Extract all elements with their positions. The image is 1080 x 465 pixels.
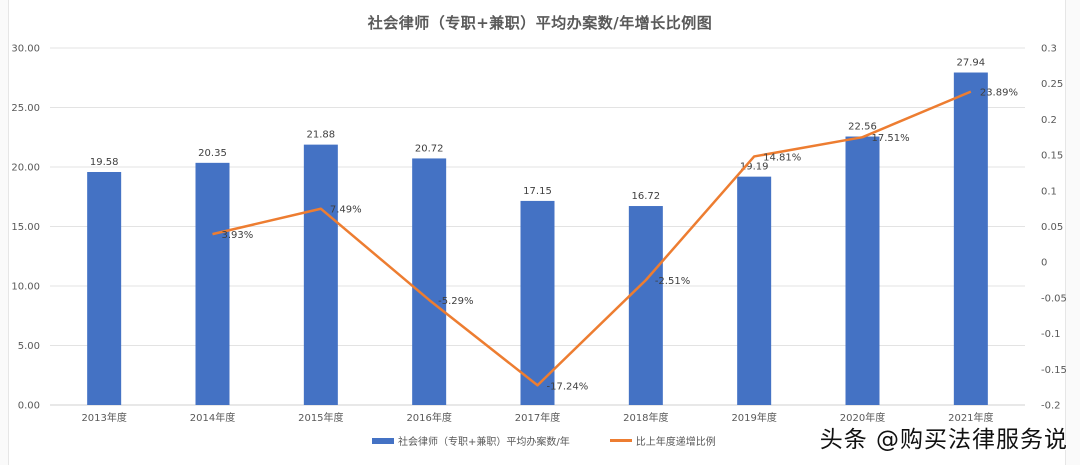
bar [303, 144, 338, 406]
right-axis-tick: 0.25 [1041, 79, 1063, 90]
x-axis-label: 2014年度 [190, 411, 235, 424]
bar [628, 206, 663, 405]
left-axis-tick: 5.00 [18, 341, 40, 352]
right-axis-tick: 0.15 [1041, 151, 1063, 162]
right-axis-tick: 0.05 [1041, 222, 1063, 233]
legend-item-bar: 社会律师（专职+兼职）平均办案数/年 [372, 433, 570, 448]
spreadsheet-row-edge [0, 0, 9, 465]
x-axis-label: 2019年度 [731, 411, 776, 424]
watermark: 头条 @购买法律服务说 [819, 427, 1068, 453]
right-axis-tick: 0.3 [1041, 44, 1057, 55]
line-data-label: 14.81% [763, 152, 801, 163]
legend-line-label: 比上年度递增比例 [635, 437, 716, 448]
left-axis-tick: 20.00 [11, 163, 40, 174]
x-axis-label: 2021年度 [948, 411, 993, 424]
left-axis-tick: 15.00 [11, 222, 40, 233]
x-axis-label: 2020年度 [840, 411, 885, 424]
bar-data-label: 19.58 [90, 157, 119, 168]
line-data-label: 23.89% [980, 88, 1018, 99]
bar-data-label: 19.19 [740, 162, 769, 173]
bar-data-label: 21.88 [307, 130, 336, 141]
legend-line-swatch-icon [609, 439, 632, 442]
bar [520, 200, 555, 405]
bar [953, 72, 988, 405]
left-axis-tick: 25.00 [11, 103, 40, 114]
line-data-label: -2.51% [655, 276, 690, 287]
line-data-label: 7.49% [330, 205, 362, 216]
chart-legend: 社会律师（专职+兼职）平均办案数/年 比上年度递增比例 [372, 433, 716, 448]
right-axis-tick: -0.2 [1041, 401, 1061, 412]
legend-item-line: 比上年度递增比例 [609, 433, 716, 448]
right-axis-tick: -0.15 [1041, 365, 1067, 376]
bar-data-label: 16.72 [632, 191, 661, 202]
x-axis-label: 2018年度 [623, 411, 668, 424]
bar-data-label: 17.15 [523, 186, 552, 197]
line-data-label: 3.93% [222, 230, 254, 241]
left-axis-tick: 0.00 [18, 401, 40, 412]
bar [87, 171, 122, 405]
line-data-label: -5.29% [438, 296, 473, 307]
right-axis-tick: 0 [1041, 258, 1047, 269]
right-axis-tick: -0.1 [1041, 329, 1061, 340]
right-axis-tick: 0.1 [1041, 186, 1057, 197]
x-axis-label: 2013年度 [81, 411, 126, 424]
growth-line [212, 90, 972, 387]
right-axis-tick: -0.05 [1041, 293, 1067, 304]
legend-bar-swatch-icon [372, 437, 394, 444]
legend-bar-label: 社会律师（专职+兼职）平均办案数/年 [398, 437, 570, 448]
x-axis-label: 2015年度 [298, 411, 343, 424]
bar-data-label: 20.35 [198, 148, 227, 159]
spreadsheet-column-edge [1065, 0, 1080, 465]
bar [737, 176, 772, 405]
bar-data-label: 27.94 [957, 58, 986, 69]
bar [412, 158, 447, 405]
x-axis-label: 2016年度 [406, 411, 451, 424]
left-axis-tick: 30.00 [11, 44, 40, 55]
bar-data-label: 22.56 [848, 122, 877, 133]
right-axis-tick: 0.2 [1041, 115, 1057, 126]
left-axis-tick: 10.00 [11, 282, 40, 293]
chart-title: 社会律师（专职+兼职）平均办案数/年增长比例图 [367, 14, 713, 32]
bar-data-label: 20.72 [415, 143, 444, 154]
line-data-label: 17.51% [872, 133, 910, 144]
x-axis-label: 2017年度 [515, 411, 560, 424]
line-data-label: -17.24% [547, 381, 589, 392]
bar [845, 136, 880, 405]
bar [195, 162, 230, 405]
